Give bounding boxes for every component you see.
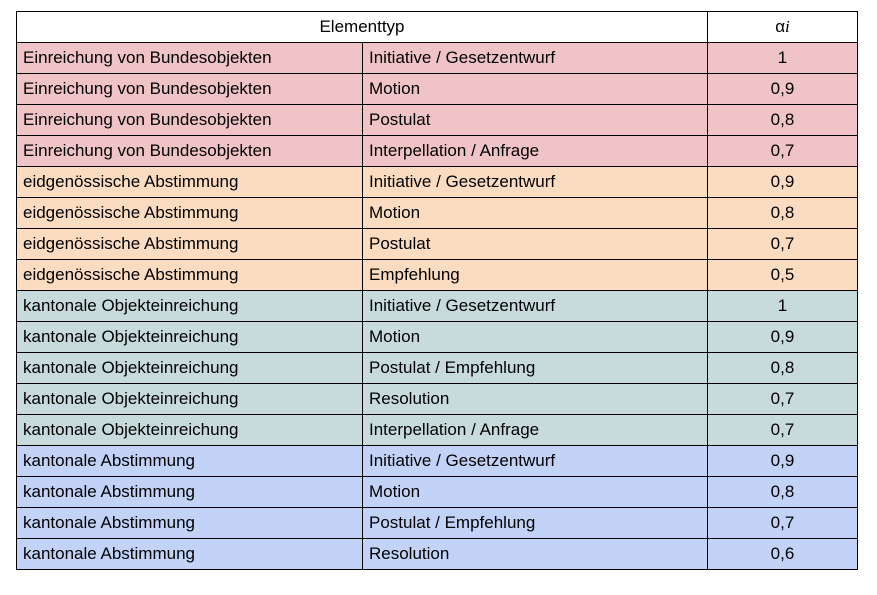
alpha-cell: 0,9 bbox=[707, 73, 858, 105]
category-cell: kantonale Objekteinreichung bbox=[16, 383, 363, 415]
type-cell: Motion bbox=[362, 321, 708, 353]
table-row: kantonale Objekteinreichung Interpellatio… bbox=[16, 414, 858, 446]
alpha-cell: 0,9 bbox=[707, 445, 858, 477]
table-row: kantonale Abstimmung Resolution 0,6 bbox=[16, 538, 858, 570]
table-row: Einreichung von Bundesobjekten Postulat 0,… bbox=[16, 104, 858, 136]
table-row: Einreichung von Bundesobjekten Motion 0,9 bbox=[16, 73, 858, 105]
type-cell: Postulat / Empfehlung bbox=[362, 352, 708, 384]
alpha-cell: 0,7 bbox=[707, 228, 858, 260]
element-weights-table: Elementtyp αi Einreichung von Bundesobje… bbox=[16, 11, 858, 570]
type-cell: Postulat bbox=[362, 104, 708, 136]
category-cell: Einreichung von Bundesobjekten bbox=[16, 135, 363, 167]
header-alpha: αi bbox=[707, 11, 858, 43]
weights-table-container: Elementtyp αi Einreichung von Bundesobje… bbox=[16, 11, 858, 570]
category-cell: eidgenössische Abstimmung bbox=[16, 197, 363, 229]
table-row: Einreichung von Bundesobjekten Initiative… bbox=[16, 42, 858, 74]
alpha-cell: 1 bbox=[707, 42, 858, 74]
header-element-type: Elementtyp bbox=[16, 11, 708, 43]
table-row: kantonale Objekteinreichung Resolution 0,7 bbox=[16, 383, 858, 415]
type-cell: Interpellation / Anfrage bbox=[362, 135, 708, 167]
alpha-cell: 0,9 bbox=[707, 321, 858, 353]
table-row: eidgenössische Abstimmung Motion 0,8 bbox=[16, 197, 858, 229]
alpha-cell: 0,9 bbox=[707, 166, 858, 198]
table-row: eidgenössische Abstimmung Postulat 0,7 bbox=[16, 228, 858, 260]
table-row: kantonale Objekteinreichung Postulat / Em… bbox=[16, 352, 858, 384]
type-cell: Empfehlung bbox=[362, 259, 708, 291]
category-cell: kantonale Abstimmung bbox=[16, 445, 363, 477]
table-row: kantonale Abstimmung Motion 0,8 bbox=[16, 476, 858, 508]
category-cell: kantonale Objekteinreichung bbox=[16, 321, 363, 353]
category-cell: Einreichung von Bundesobjekten bbox=[16, 104, 363, 136]
alpha-cell: 0,5 bbox=[707, 259, 858, 291]
type-cell: Interpellation / Anfrage bbox=[362, 414, 708, 446]
table-header-row: Elementtyp αi bbox=[16, 11, 858, 43]
category-cell: kantonale Abstimmung bbox=[16, 538, 363, 570]
table-row: kantonale Objekteinreichung Initiative / … bbox=[16, 290, 858, 322]
alpha-cell: 0,6 bbox=[707, 538, 858, 570]
category-cell: Einreichung von Bundesobjekten bbox=[16, 73, 363, 105]
category-cell: eidgenössische Abstimmung bbox=[16, 166, 363, 198]
type-cell: Motion bbox=[362, 476, 708, 508]
category-cell: eidgenössische Abstimmung bbox=[16, 259, 363, 291]
type-cell: Motion bbox=[362, 73, 708, 105]
alpha-subscript: i bbox=[785, 17, 790, 36]
type-cell: Resolution bbox=[362, 383, 708, 415]
category-cell: kantonale Objekteinreichung bbox=[16, 352, 363, 384]
alpha-cell: 0,7 bbox=[707, 414, 858, 446]
category-cell: eidgenössische Abstimmung bbox=[16, 228, 363, 260]
alpha-cell: 0,8 bbox=[707, 197, 858, 229]
table-row: Einreichung von Bundesobjekten Interpella… bbox=[16, 135, 858, 167]
type-cell: Initiative / Gesetzentwurf bbox=[362, 166, 708, 198]
table-body: Einreichung von Bundesobjekten Initiative… bbox=[16, 42, 858, 570]
type-cell: Initiative / Gesetzentwurf bbox=[362, 290, 708, 322]
alpha-cell: 0,8 bbox=[707, 104, 858, 136]
category-cell: kantonale Abstimmung bbox=[16, 507, 363, 539]
category-cell: kantonale Objekteinreichung bbox=[16, 414, 363, 446]
table-row: eidgenössische Abstimmung Empfehlung 0,5 bbox=[16, 259, 858, 291]
alpha-cell: 0,8 bbox=[707, 476, 858, 508]
alpha-cell: 0,7 bbox=[707, 135, 858, 167]
category-cell: kantonale Objekteinreichung bbox=[16, 290, 363, 322]
table-row: kantonale Objekteinreichung Motion 0,9 bbox=[16, 321, 858, 353]
type-cell: Postulat / Empfehlung bbox=[362, 507, 708, 539]
alpha-cell: 0,7 bbox=[707, 507, 858, 539]
type-cell: Initiative / Gesetzentwurf bbox=[362, 42, 708, 74]
type-cell: Initiative / Gesetzentwurf bbox=[362, 445, 708, 477]
alpha-cell: 0,8 bbox=[707, 352, 858, 384]
type-cell: Resolution bbox=[362, 538, 708, 570]
table-row: eidgenössische Abstimmung Initiative / Ge… bbox=[16, 166, 858, 198]
table-row: kantonale Abstimmung Postulat / Empfehlun… bbox=[16, 507, 858, 539]
alpha-symbol: α bbox=[775, 17, 786, 36]
type-cell: Postulat bbox=[362, 228, 708, 260]
alpha-cell: 0,7 bbox=[707, 383, 858, 415]
category-cell: Einreichung von Bundesobjekten bbox=[16, 42, 363, 74]
table-row: kantonale Abstimmung Initiative / Gesetze… bbox=[16, 445, 858, 477]
type-cell: Motion bbox=[362, 197, 708, 229]
category-cell: kantonale Abstimmung bbox=[16, 476, 363, 508]
alpha-cell: 1 bbox=[707, 290, 858, 322]
